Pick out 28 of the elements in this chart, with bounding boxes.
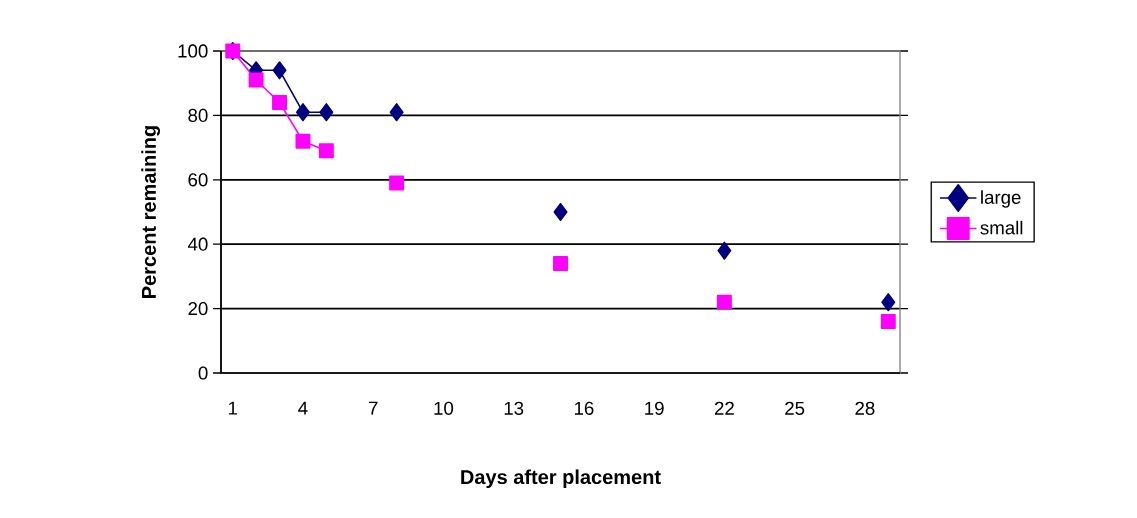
legend-label: small <box>980 220 1023 235</box>
legend-label: large <box>981 190 1021 208</box>
point <box>881 293 896 312</box>
y-tick-label: 100 <box>178 44 208 58</box>
point <box>553 202 568 222</box>
y-tick-label: 40 <box>187 237 208 251</box>
point <box>716 294 732 310</box>
x-tick-label: 10 <box>434 401 454 415</box>
y-tick-label: 60 <box>188 173 208 187</box>
x-tick-label: 13 <box>504 401 524 415</box>
x-tick-label: 1 <box>228 401 237 415</box>
x-tick-label: 4 <box>298 401 308 415</box>
y-tick-label: 0 <box>198 366 208 380</box>
y-tick-label: 80 <box>188 108 208 123</box>
x-tick-label: 19 <box>645 401 664 415</box>
point <box>553 256 568 271</box>
x-axis-title: Days after placement <box>461 469 661 489</box>
point <box>389 103 404 122</box>
x-tick-label: 25 <box>785 401 805 415</box>
y-axis-title: Percent remaining <box>141 126 160 298</box>
x-tick-label: 28 <box>855 401 875 415</box>
x-tick-label: 7 <box>368 401 378 415</box>
point <box>717 241 732 260</box>
point <box>880 314 896 329</box>
x-tick-label: 22 <box>714 401 734 415</box>
y-tick-label: 20 <box>188 301 208 316</box>
x-tick-label: 16 <box>574 401 594 415</box>
point <box>389 175 405 191</box>
